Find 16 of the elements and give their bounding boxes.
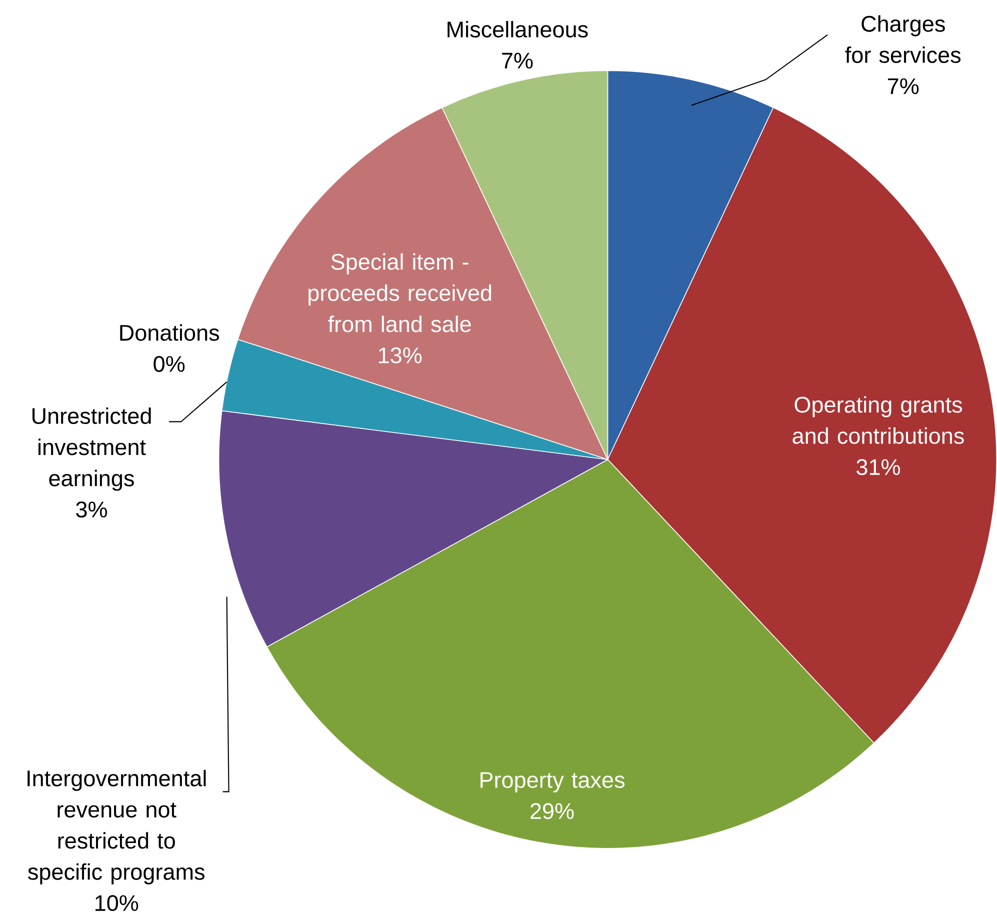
data-label: 31% — [856, 459, 900, 476]
data-label: 13% — [379, 347, 422, 364]
slice-label: Miscellaneous — [448, 20, 588, 38]
data-label: 10% — [96, 895, 138, 912]
data-label: 3% — [76, 502, 107, 518]
category-label: Donations — [120, 324, 220, 341]
slice-label: Intergovernmental revenue not restricted to specific programs — [28, 770, 206, 884]
data-label: 7% — [502, 52, 533, 69]
slice-label: Charges for services — [845, 15, 961, 64]
slice-label: Unrestricted investment earnings — [32, 407, 151, 491]
data-label: 29% — [530, 803, 574, 820]
slice-label: Operating grants and contributions — [792, 396, 964, 444]
text: 0% — [154, 356, 185, 372]
slice-label: Special item - proceeds received from land sale — [308, 253, 492, 332]
data-label: 7% — [888, 78, 919, 94]
slice-label: Property taxes — [480, 772, 624, 792]
